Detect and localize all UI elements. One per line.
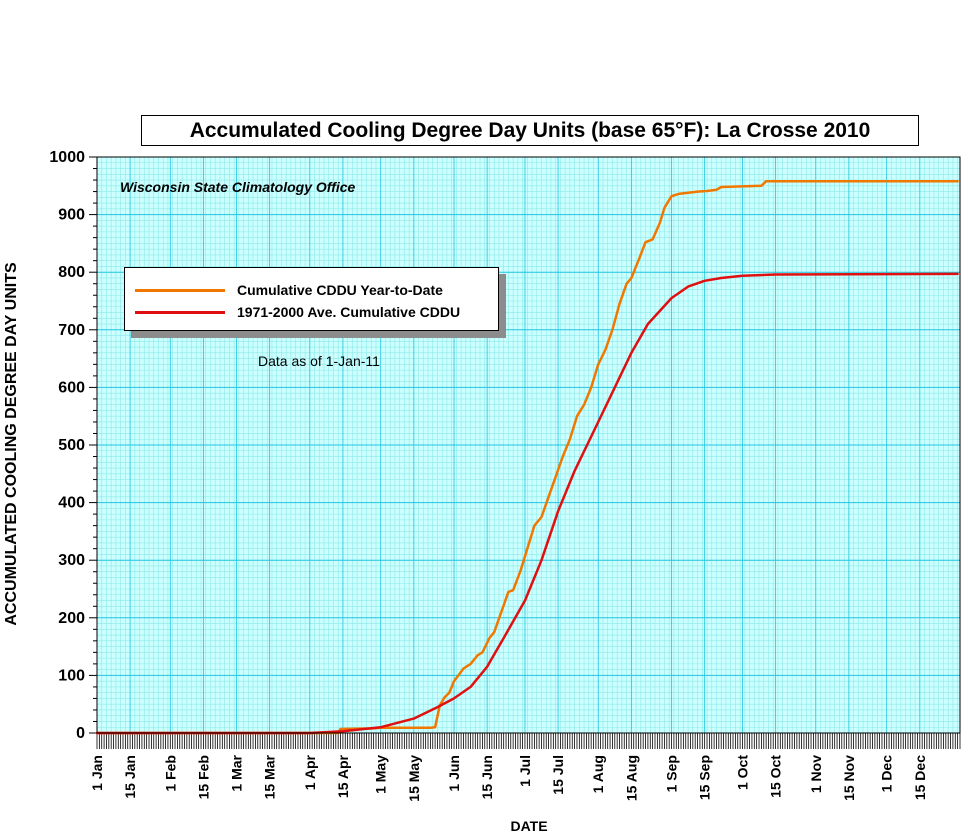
y-tick-label: 300: [58, 552, 85, 569]
credit-text: Wisconsin State Climatology Office: [120, 179, 356, 195]
x-tick-label: 1 May: [373, 755, 389, 794]
x-tick-label: 1 Aug: [590, 755, 606, 793]
x-tick-label: 1 Apr: [302, 754, 318, 790]
y-tick-label: 800: [58, 264, 85, 281]
legend-item-ytd: Cumulative CDDU Year-to-Date: [135, 280, 443, 300]
series-line-average: [95, 272, 959, 735]
chart-title-text: Accumulated Cooling Degree Day Units (ba…: [189, 118, 871, 142]
y-axis-label: ACCUMULATED COOLING DEGREE DAY UNITS: [3, 262, 20, 626]
x-tick-label: 1 Feb: [162, 755, 178, 792]
x-tick-label: 15 Oct: [768, 755, 784, 798]
x-tick-label: 1 Jun: [446, 755, 462, 792]
y-tick-label: 1000: [49, 149, 85, 166]
y-tick-label: 200: [58, 610, 85, 627]
plot-frame: [96, 156, 961, 734]
x-tick-label: 1 Nov: [808, 755, 824, 793]
x-tick-label: 1 Jul: [517, 755, 533, 787]
y-tick-label: 100: [58, 667, 85, 684]
legend-label-average: 1971-2000 Ave. Cumulative CDDU: [237, 304, 461, 320]
x-tick-label: 15 Jun: [479, 755, 495, 799]
y-tick-label: 700: [58, 322, 85, 339]
legend: Cumulative CDDU Year-to-Date 1971-2000 A…: [124, 267, 499, 331]
y-tick-label: 0: [76, 725, 85, 742]
x-tick-label: 15 Feb: [195, 755, 211, 799]
x-tick-label: 15 Sep: [697, 755, 713, 800]
legend-item-average: 1971-2000 Ave. Cumulative CDDU: [135, 302, 460, 322]
x-tick-label: 1 Oct: [734, 755, 750, 790]
x-tick-label: 15 Aug: [623, 755, 639, 801]
x-tick-label: 15 Nov: [841, 755, 857, 801]
y-tick-label: 600: [58, 379, 85, 396]
y-tick-label: 500: [58, 437, 85, 454]
x-tick-label: 1 Sep: [664, 755, 680, 792]
y-tick-label: 900: [58, 207, 85, 224]
grid-lines: [96, 156, 960, 734]
y-tick-label: 400: [58, 495, 85, 512]
axis-ticks: [89, 156, 961, 749]
x-tick-label: 15 Jul: [550, 755, 566, 795]
legend-label-ytd: Cumulative CDDU Year-to-Date: [237, 282, 443, 298]
legend-swatch-average: [135, 310, 225, 314]
x-tick-label: 15 Mar: [262, 754, 278, 799]
x-tick-label: 15 May: [406, 755, 422, 802]
x-tick-label: 15 Dec: [912, 755, 928, 800]
axis-tick-labels: 0 100 200 300 400 500 600 700 800 900 1000 1 Jan 15 …: [49, 149, 927, 802]
chart-title: Accumulated Cooling Degree Day Units (ba…: [141, 115, 919, 146]
x-tick-label: 1 Mar: [228, 754, 244, 791]
x-tick-label: 1 Dec: [879, 755, 895, 793]
x-axis-label: DATE: [510, 818, 548, 834]
legend-swatch-ytd: [135, 288, 225, 292]
x-tick-label: 15 Jan: [122, 755, 138, 799]
x-tick-label: 15 Apr: [335, 754, 351, 798]
series-lines: [95, 179, 959, 735]
series-line-year-to-date: [95, 179, 959, 735]
x-tick-label: 1 Jan: [89, 755, 105, 791]
data-as-of-note: Data as of 1-Jan-11: [258, 353, 380, 369]
